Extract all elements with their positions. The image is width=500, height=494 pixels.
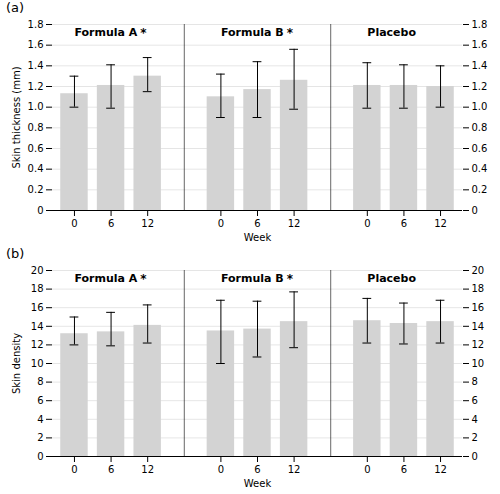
svg-text:0.8: 0.8 xyxy=(472,122,488,133)
svg-text:Week: Week xyxy=(244,478,272,489)
svg-text:6: 6 xyxy=(254,464,260,475)
svg-text:4: 4 xyxy=(37,414,43,425)
svg-text:0.6: 0.6 xyxy=(472,143,488,154)
svg-text:1.4: 1.4 xyxy=(472,60,488,71)
svg-text:0.2: 0.2 xyxy=(28,184,44,195)
svg-text:*: * xyxy=(287,26,294,40)
svg-text:18: 18 xyxy=(31,283,44,294)
svg-text:2: 2 xyxy=(472,432,478,443)
svg-text:Placebo: Placebo xyxy=(367,26,416,39)
svg-text:8: 8 xyxy=(472,376,478,387)
svg-text:0.2: 0.2 xyxy=(472,184,488,195)
html-text:(b): (b) xyxy=(6,246,25,261)
svg-text:12: 12 xyxy=(472,339,485,350)
svg-text:12: 12 xyxy=(141,464,154,475)
svg-text:0: 0 xyxy=(472,451,478,462)
svg-text:18: 18 xyxy=(472,283,485,294)
svg-text:0: 0 xyxy=(364,218,370,229)
svg-text:6: 6 xyxy=(401,464,407,475)
svg-text:1.0: 1.0 xyxy=(472,101,488,112)
svg-text:1.6: 1.6 xyxy=(472,39,488,50)
svg-text:1.8: 1.8 xyxy=(472,19,488,30)
svg-text:1.0: 1.0 xyxy=(28,101,44,112)
svg-text:20: 20 xyxy=(472,265,485,276)
svg-text:Skin thickness (mm): Skin thickness (mm) xyxy=(11,66,22,168)
svg-text:6: 6 xyxy=(472,395,478,406)
svg-text:8: 8 xyxy=(37,376,43,387)
svg-text:0: 0 xyxy=(364,464,370,475)
svg-text:4: 4 xyxy=(472,414,478,425)
svg-text:0.8: 0.8 xyxy=(28,122,44,133)
svg-text:16: 16 xyxy=(472,302,485,313)
svg-text:Placebo: Placebo xyxy=(367,272,416,285)
svg-text:6: 6 xyxy=(401,218,407,229)
svg-text:14: 14 xyxy=(31,321,44,332)
svg-text:0: 0 xyxy=(218,464,224,475)
svg-text:14: 14 xyxy=(472,321,485,332)
svg-text:0: 0 xyxy=(71,218,77,229)
svg-text:0.6: 0.6 xyxy=(28,143,44,154)
svg-text:1.2: 1.2 xyxy=(472,81,488,92)
svg-text:0: 0 xyxy=(37,205,43,216)
svg-text:Skin density: Skin density xyxy=(11,333,22,394)
svg-text:0: 0 xyxy=(71,464,77,475)
svg-text:Formula A: Formula A xyxy=(74,272,137,285)
svg-text:0.4: 0.4 xyxy=(28,163,44,174)
svg-text:1.2: 1.2 xyxy=(28,81,44,92)
svg-text:1.8: 1.8 xyxy=(28,19,44,30)
svg-text:20: 20 xyxy=(31,265,44,276)
svg-text:Formula B: Formula B xyxy=(221,26,284,39)
svg-text:0: 0 xyxy=(37,451,43,462)
html-text:(a): (a) xyxy=(6,0,25,15)
svg-text:12: 12 xyxy=(31,339,44,350)
svg-text:Formula B: Formula B xyxy=(221,272,284,285)
svg-text:10: 10 xyxy=(472,358,485,369)
svg-text:12: 12 xyxy=(288,218,301,229)
svg-text:*: * xyxy=(140,272,147,286)
svg-text:0: 0 xyxy=(218,218,224,229)
svg-text:2: 2 xyxy=(37,432,43,443)
svg-text:6: 6 xyxy=(108,218,114,229)
svg-text:6: 6 xyxy=(108,464,114,475)
svg-text:12: 12 xyxy=(434,218,447,229)
svg-text:1.4: 1.4 xyxy=(28,60,44,71)
svg-text:6: 6 xyxy=(37,395,43,406)
svg-text:12: 12 xyxy=(434,464,447,475)
svg-text:*: * xyxy=(140,26,147,40)
svg-text:Formula A: Formula A xyxy=(74,26,137,39)
svg-text:6: 6 xyxy=(254,218,260,229)
svg-text:Week: Week xyxy=(244,232,272,243)
svg-text:0.4: 0.4 xyxy=(472,163,488,174)
svg-text:16: 16 xyxy=(31,302,44,313)
svg-text:1.6: 1.6 xyxy=(28,39,44,50)
svg-text:0: 0 xyxy=(472,205,478,216)
svg-text:12: 12 xyxy=(141,218,154,229)
svg-text:10: 10 xyxy=(31,358,44,369)
svg-text:12: 12 xyxy=(288,464,301,475)
svg-text:*: * xyxy=(287,272,294,286)
